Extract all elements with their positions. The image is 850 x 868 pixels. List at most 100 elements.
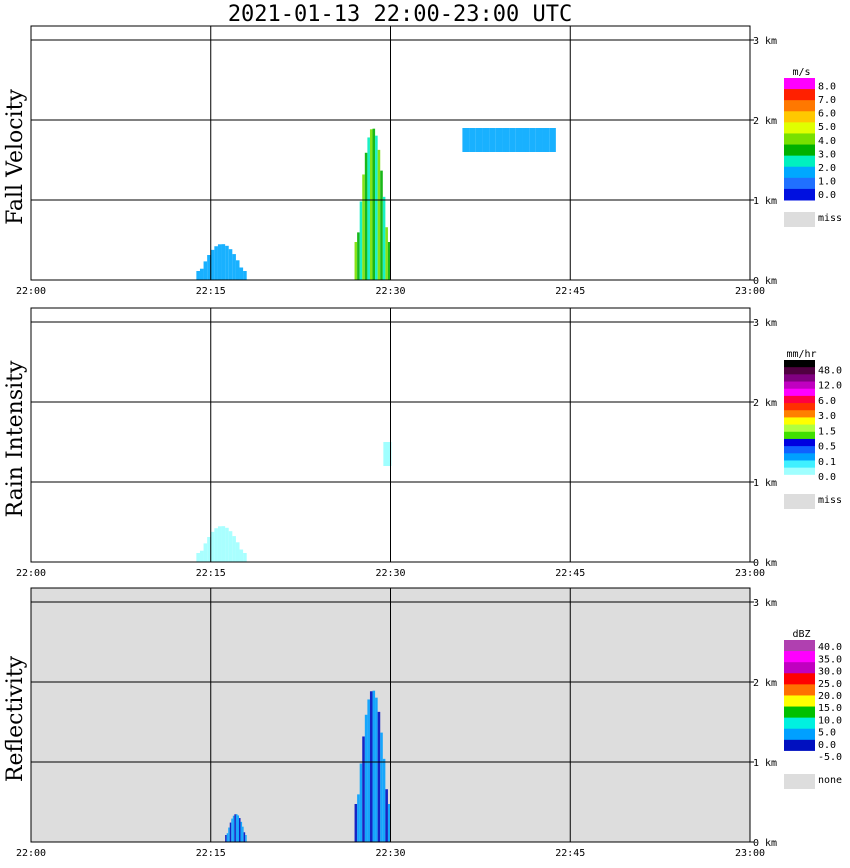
reflectivity-panel: Reflectivity 0 km 1 km 2 km 3 km 22:00 22:15 22… <box>3 587 842 859</box>
y-tick-label: 0 km <box>753 558 777 569</box>
colorbar-tick-label: 3.0 <box>818 149 836 160</box>
colorbar-miss-swatch <box>784 212 815 227</box>
colorbar-swatch <box>784 728 815 741</box>
colorbar-tick-label: 12.0 <box>818 381 842 392</box>
colorbar-swatch <box>784 453 815 461</box>
echo-cell <box>535 128 543 152</box>
colorbar-tick-label: 0.5 <box>818 442 836 453</box>
colorbar-swatch <box>784 446 815 454</box>
colorbar-tick-label: 6.0 <box>818 109 836 120</box>
colorbar-swatch <box>784 684 815 696</box>
plot-frame <box>30 25 751 281</box>
echo-cell <box>522 128 530 152</box>
echo-cell <box>242 826 244 842</box>
x-tick-label: 22:30 <box>375 568 405 579</box>
colorbar-tick-label: 5.0 <box>818 728 836 739</box>
x-tick-label: 22:45 <box>555 568 585 579</box>
echo-cell <box>232 536 236 562</box>
echo-cell <box>232 815 235 842</box>
colorbar-swatch <box>784 410 815 418</box>
echo-cell <box>529 128 536 152</box>
colorbar-tick-label: 1.5 <box>818 426 836 437</box>
y-tick-label: 2 km <box>753 398 777 409</box>
echo-cell <box>515 128 523 152</box>
echo-cell <box>377 149 381 280</box>
echo-cell <box>542 128 550 152</box>
echo-cell <box>364 152 368 280</box>
colorbar-swatch <box>784 144 815 157</box>
echo-cell <box>482 128 490 152</box>
echo-cell <box>495 128 503 152</box>
colorbar-swatch <box>784 133 815 146</box>
colorbar-tick-label: 35.0 <box>818 654 842 665</box>
colorbar-tick-label: 8.0 <box>818 82 836 93</box>
colorbar-swatch <box>784 739 815 752</box>
colorbar-tick-label: 0.0 <box>818 472 836 483</box>
colorbar-swatch <box>784 431 815 440</box>
colorbar-tick-label: 40.0 <box>818 642 842 653</box>
colorbar-units: m/s <box>792 67 810 78</box>
echo-cell <box>354 242 358 280</box>
x-tick-label: 22:15 <box>196 286 226 297</box>
colorbar-swatch <box>784 360 815 368</box>
plot-frame <box>30 587 751 843</box>
y-tick-label: 3 km <box>753 598 777 609</box>
colorbar-swatch <box>784 467 815 476</box>
echo-cell <box>203 543 208 562</box>
echo-cell <box>469 128 476 152</box>
echo-cell <box>228 249 233 280</box>
y-tick-label: 1 km <box>753 478 777 489</box>
y-tick-label: 1 km <box>753 196 777 207</box>
echo-cell <box>380 732 383 842</box>
echo-cell <box>235 260 240 280</box>
x-tick-label: 23:00 <box>735 286 765 297</box>
echo-cell <box>203 261 208 280</box>
echo-cell <box>502 128 510 152</box>
echo-cell <box>385 227 388 280</box>
colorbar-swatch <box>784 706 815 719</box>
colorbar-miss-swatch <box>784 494 815 509</box>
echo-cell <box>377 711 381 842</box>
colorbar-tick-label: 7.0 <box>818 95 836 106</box>
echo-cell <box>359 201 363 280</box>
colorbar-tick-label: 2.0 <box>818 163 836 174</box>
colorbar-swatch <box>784 381 815 390</box>
echo-cell <box>243 553 247 562</box>
colorbar-tick-label: 20.0 <box>818 691 842 702</box>
echo-cell <box>549 128 556 152</box>
echo-cell <box>217 244 222 280</box>
colorbar-swatch <box>784 424 815 433</box>
fall-velocity-panel: Fall Velocity 0 km 1 km 2 km 3 km 22:00 22:15 2… <box>3 25 842 297</box>
x-tick-label: 22:30 <box>375 286 405 297</box>
echo-cell <box>231 818 233 842</box>
colorbar-miss-label: miss <box>818 213 842 224</box>
x-tick-label: 23:00 <box>735 848 765 859</box>
colorbar-swatch <box>784 403 815 411</box>
colorbar-miss-label: none <box>818 775 842 786</box>
echo-cell <box>375 135 378 280</box>
echo-cell <box>387 804 391 842</box>
echo-cell <box>199 550 204 562</box>
colorbar-swatch <box>784 662 815 674</box>
x-tick-label: 22:15 <box>196 848 226 859</box>
plot-frame <box>30 307 751 563</box>
y-tick-label: 0 km <box>753 276 777 287</box>
colorbar-swatch <box>784 417 815 426</box>
echo-cell <box>362 174 365 280</box>
colorbar-swatch <box>784 717 815 730</box>
x-tick-label: 22:00 <box>16 568 46 579</box>
y-axis-label: Fall Velocity <box>3 89 28 225</box>
x-tick-label: 22:45 <box>555 286 585 297</box>
colorbar-swatch <box>784 111 815 123</box>
colorbar-units: dBZ <box>792 629 810 640</box>
echo-cell <box>232 254 236 280</box>
colorbar-tick-label: 4.0 <box>818 136 836 147</box>
colorbar-swatch <box>784 177 815 190</box>
echo-cell <box>214 528 218 562</box>
echo-cell <box>221 526 226 562</box>
echo-cell <box>217 526 222 562</box>
echo-cell <box>225 245 229 280</box>
x-tick-label: 22:45 <box>555 848 585 859</box>
echo-cell <box>240 821 243 842</box>
x-tick-label: 22:15 <box>196 568 226 579</box>
